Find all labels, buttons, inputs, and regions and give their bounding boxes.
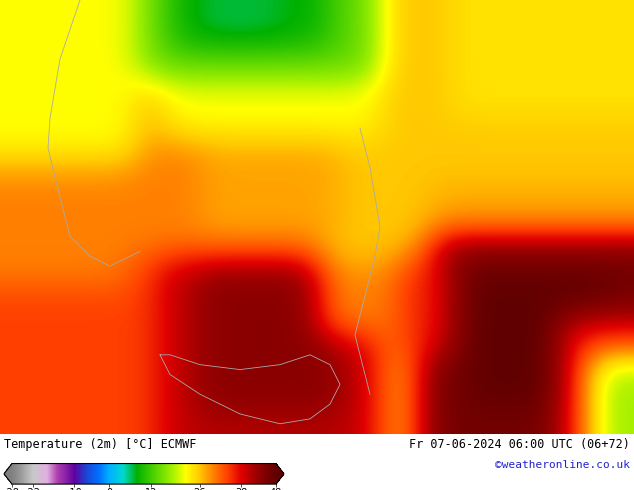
Text: ©weatheronline.co.uk: ©weatheronline.co.uk (495, 460, 630, 470)
Text: Fr 07-06-2024 06:00 UTC (06+72): Fr 07-06-2024 06:00 UTC (06+72) (409, 438, 630, 451)
Text: Temperature (2m) [°C] ECMWF: Temperature (2m) [°C] ECMWF (4, 438, 197, 451)
PathPatch shape (276, 464, 284, 484)
PathPatch shape (4, 464, 12, 484)
